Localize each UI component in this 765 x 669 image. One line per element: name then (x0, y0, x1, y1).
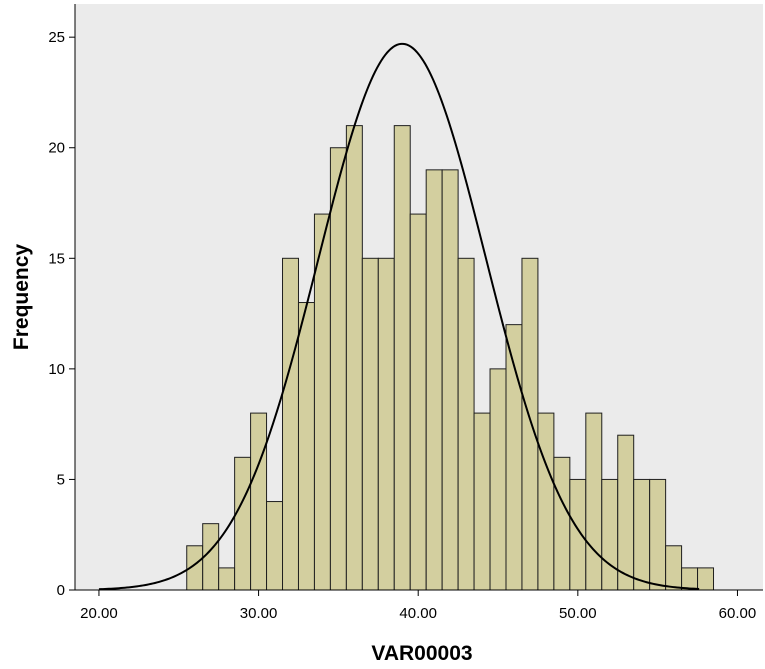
x-tick-label: 50.00 (559, 605, 597, 622)
y-tick-label: 0 (57, 582, 65, 599)
histogram-bar (393, 125, 411, 591)
histogram-bar (313, 213, 331, 591)
histogram-bar (409, 213, 427, 591)
histogram-bar (361, 257, 379, 591)
x-tick-label: 40.00 (399, 605, 437, 622)
histogram-bar (425, 169, 443, 591)
histogram-bar (441, 169, 459, 591)
histogram-bar (457, 257, 475, 591)
histogram-bar (234, 456, 252, 591)
y-axis-ticks: 0 5 10 15 20 25 (48, 29, 75, 599)
histogram-bar (617, 434, 635, 591)
histogram-bar (282, 257, 299, 591)
histogram-bar (601, 478, 619, 591)
histogram-bar (665, 545, 683, 591)
histogram-bar (218, 567, 236, 591)
histogram-bar (377, 257, 395, 591)
histogram-bar (489, 368, 507, 591)
histogram-bar (266, 501, 284, 591)
y-tick-label: 10 (48, 361, 65, 378)
x-axis-ticks: 20.00 30.00 40.00 50.00 60.00 (80, 590, 756, 622)
histogram-bar (681, 567, 699, 591)
y-axis-title: Frequency (10, 244, 33, 351)
histogram-bar (537, 412, 555, 591)
histogram-bar (297, 302, 315, 591)
y-tick-label: 5 (57, 471, 65, 488)
histogram-bar (633, 478, 651, 591)
histogram-bars (186, 125, 715, 591)
normal-curve-line (98, 42, 700, 591)
x-axis-title: VAR00003 (371, 642, 472, 665)
x-tick-label: 60.00 (719, 605, 757, 622)
y-tick-label: 15 (48, 250, 65, 267)
histogram-bar (649, 478, 667, 591)
histogram-bar (697, 567, 715, 591)
histogram-bar (521, 257, 539, 591)
histogram-bar (553, 456, 571, 591)
y-tick-label: 25 (48, 29, 65, 46)
x-tick-label: 30.00 (240, 605, 278, 622)
histogram-bar (250, 412, 268, 591)
histogram-bar (473, 412, 491, 591)
y-tick-label: 20 (48, 140, 65, 157)
histogram-bar (329, 147, 347, 591)
histogram-bar (345, 125, 363, 591)
histogram-bar (585, 412, 603, 591)
x-tick-label: 20.00 (80, 605, 118, 622)
histogram-bar (569, 478, 587, 591)
